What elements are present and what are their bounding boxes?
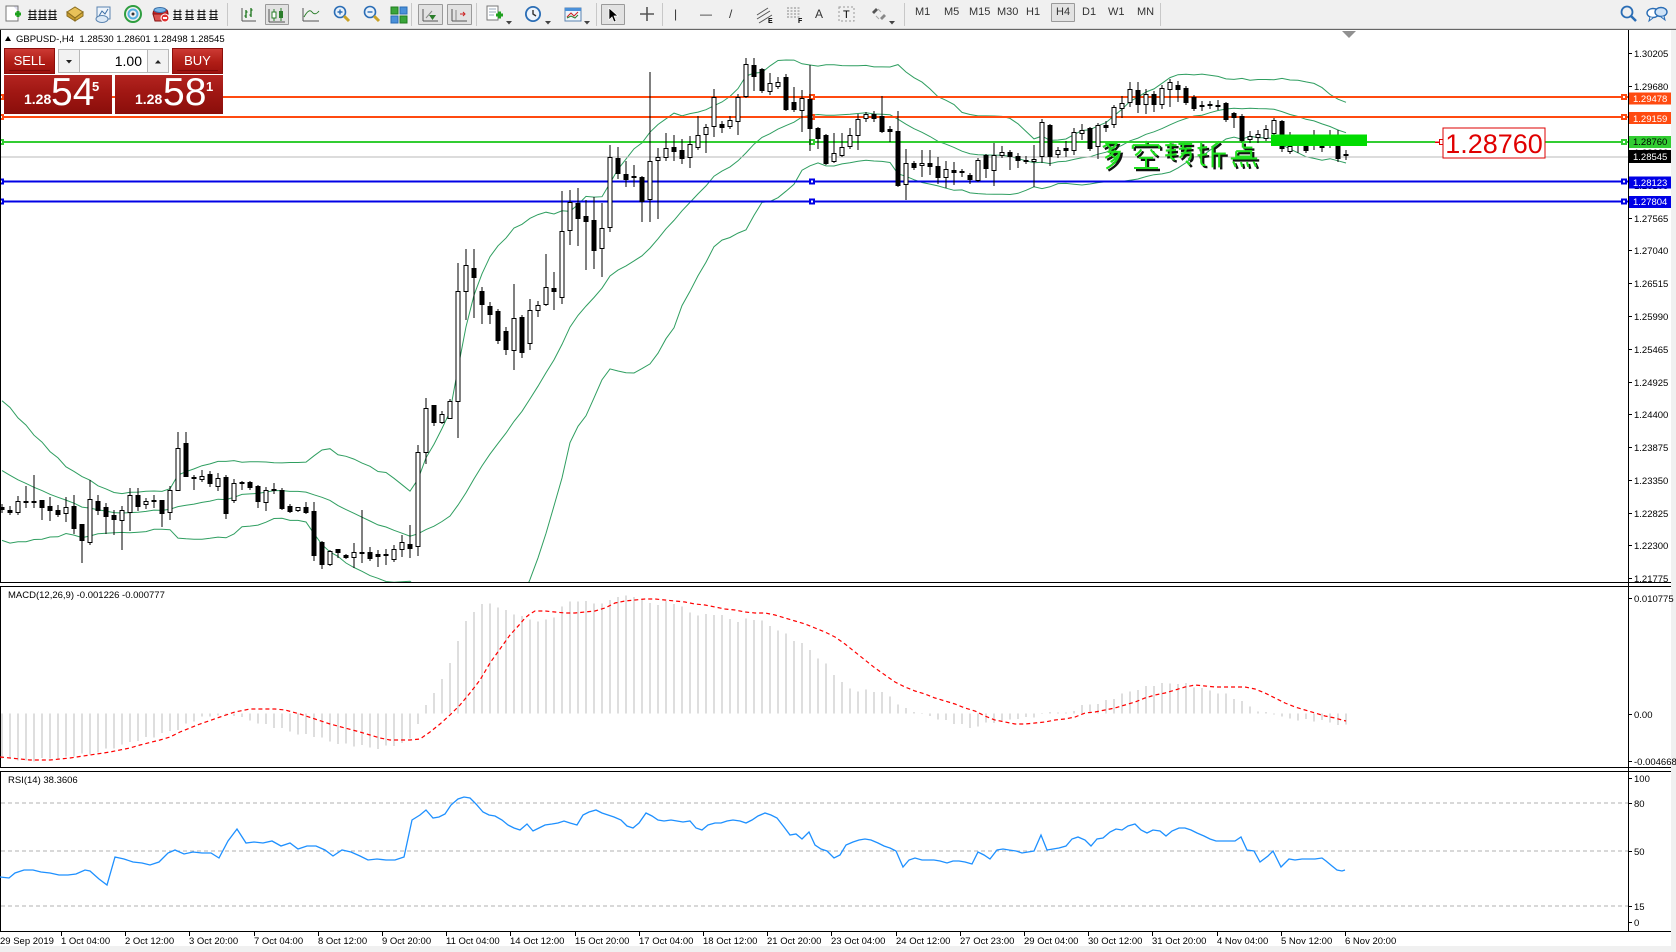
svg-text:T: T <box>843 9 850 21</box>
svg-text:80: 80 <box>1634 799 1645 810</box>
svg-text:4 Nov 04:00: 4 Nov 04:00 <box>1217 936 1268 947</box>
svg-text:1.27040: 1.27040 <box>1634 246 1668 257</box>
svg-text:23 Oct 04:00: 23 Oct 04:00 <box>831 936 885 947</box>
svg-text:1.27565: 1.27565 <box>1634 214 1668 225</box>
svg-text:1.25465: 1.25465 <box>1634 345 1668 356</box>
svg-text:30 Oct 12:00: 30 Oct 12:00 <box>1088 936 1142 947</box>
svg-text:1.22300: 1.22300 <box>1634 541 1668 552</box>
svg-text:7 Oct 04:00: 7 Oct 04:00 <box>254 936 303 947</box>
svg-text:1.23875: 1.23875 <box>1634 443 1668 454</box>
svg-text:14 Oct 12:00: 14 Oct 12:00 <box>510 936 564 947</box>
svg-text:0: 0 <box>1634 918 1639 929</box>
svg-text:0.010775: 0.010775 <box>1634 594 1674 605</box>
svg-text:1.25990: 1.25990 <box>1634 312 1668 323</box>
svg-text:3 Oct 20:00: 3 Oct 20:00 <box>189 936 238 947</box>
svg-text:MACD(12,26,9) -0.001226 -0.000: MACD(12,26,9) -0.001226 -0.000777 <box>8 590 165 601</box>
svg-text:F: F <box>798 18 803 25</box>
svg-text:17 Oct 04:00: 17 Oct 04:00 <box>639 936 693 947</box>
svg-text:100: 100 <box>1634 774 1650 785</box>
svg-text:0.00: 0.00 <box>1634 710 1653 721</box>
svg-text:9 Oct 20:00: 9 Oct 20:00 <box>382 936 431 947</box>
svg-text:1.28760: 1.28760 <box>1445 129 1543 159</box>
svg-text:50: 50 <box>1634 847 1645 858</box>
svg-text:1.22825: 1.22825 <box>1634 509 1668 520</box>
svg-text:1.26515: 1.26515 <box>1634 279 1668 290</box>
svg-text:15: 15 <box>1634 902 1645 913</box>
svg-text:RSI(14) 38.3606: RSI(14) 38.3606 <box>8 775 78 786</box>
svg-text:1.28545: 1.28545 <box>1633 152 1667 163</box>
svg-text:8 Oct 12:00: 8 Oct 12:00 <box>318 936 367 947</box>
svg-text:1.29478: 1.29478 <box>1633 94 1667 105</box>
svg-text:1.21775: 1.21775 <box>1634 574 1668 585</box>
svg-text:1.28123: 1.28123 <box>1633 178 1667 189</box>
svg-text:31 Oct 20:00: 31 Oct 20:00 <box>1152 936 1206 947</box>
svg-text:1.29159: 1.29159 <box>1633 114 1667 125</box>
svg-text:1.24925: 1.24925 <box>1634 378 1668 389</box>
svg-text:E: E <box>768 18 773 25</box>
svg-text:-0.004668: -0.004668 <box>1634 757 1676 768</box>
svg-text:29 Oct 04:00: 29 Oct 04:00 <box>1024 936 1078 947</box>
svg-text:27 Oct 23:00: 27 Oct 23:00 <box>960 936 1014 947</box>
svg-text:24 Oct 12:00: 24 Oct 12:00 <box>896 936 950 947</box>
svg-text:1.29680: 1.29680 <box>1634 82 1668 93</box>
svg-text:11 Oct 04:00: 11 Oct 04:00 <box>446 936 500 947</box>
svg-text:21 Oct 20:00: 21 Oct 20:00 <box>767 936 821 947</box>
svg-text:GBPUSD-,H4 1.28530 1.28601 1.: GBPUSD-,H4 1.28530 1.28601 1.28498 1.285… <box>16 34 225 45</box>
svg-text:6 Nov 20:00: 6 Nov 20:00 <box>1345 936 1396 947</box>
svg-text:2 Oct 12:00: 2 Oct 12:00 <box>125 936 174 947</box>
svg-text:18 Oct 12:00: 18 Oct 12:00 <box>703 936 757 947</box>
svg-text:1.23350: 1.23350 <box>1634 476 1668 487</box>
svg-text:1.24400: 1.24400 <box>1634 410 1668 421</box>
svg-text:5 Nov 12:00: 5 Nov 12:00 <box>1281 936 1332 947</box>
svg-text:1.27804: 1.27804 <box>1633 197 1667 208</box>
svg-text:1.28760: 1.28760 <box>1633 137 1667 148</box>
svg-text:15 Oct 20:00: 15 Oct 20:00 <box>575 936 629 947</box>
svg-text:29 Sep 2019: 29 Sep 2019 <box>0 936 54 947</box>
svg-text:1.30205: 1.30205 <box>1634 49 1668 60</box>
svg-text:1 Oct 04:00: 1 Oct 04:00 <box>61 936 110 947</box>
